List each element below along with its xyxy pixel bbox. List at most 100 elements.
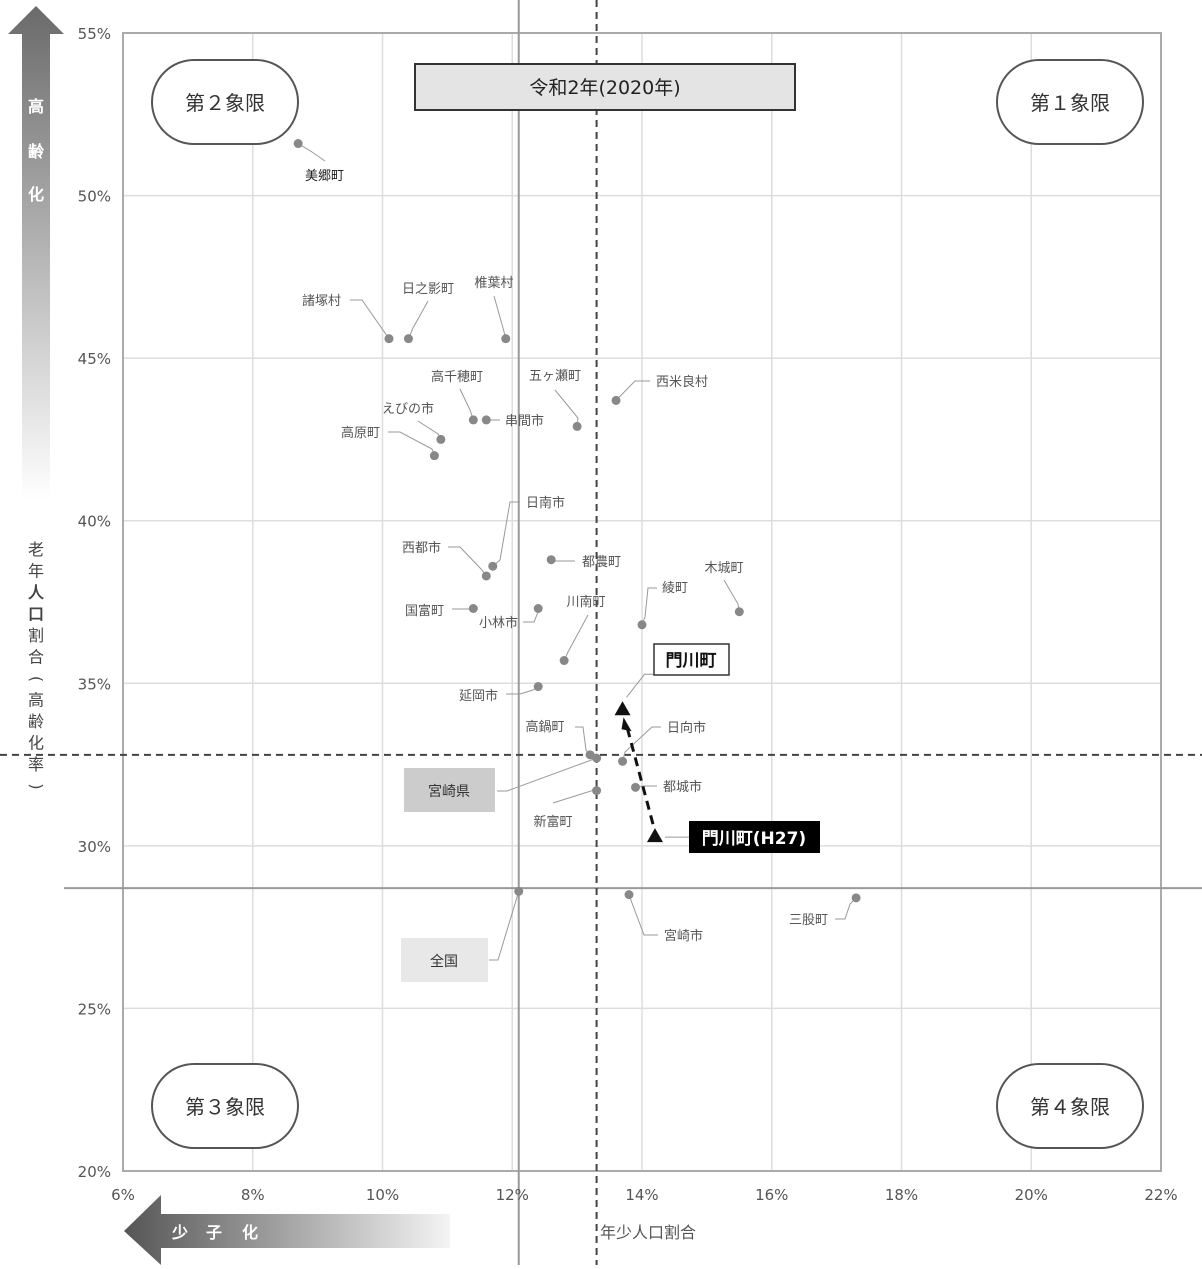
data-label: 新富町 bbox=[533, 814, 572, 830]
data-label: 木城町 bbox=[704, 561, 743, 576]
y-tick-label: 55% bbox=[78, 25, 111, 43]
data-label: 諸塚村 bbox=[302, 293, 341, 309]
x-tick-label: 10% bbox=[366, 1186, 399, 1204]
data-point bbox=[384, 334, 393, 343]
leader-line bbox=[506, 687, 538, 694]
y-tick-label: 50% bbox=[78, 188, 111, 206]
leader-line bbox=[642, 588, 657, 625]
data-label: 西都市 bbox=[402, 540, 441, 556]
data-label: 高鍋町 bbox=[525, 719, 564, 735]
data-label: 宮崎市 bbox=[664, 928, 703, 944]
y-axis-label-char: 率 bbox=[28, 755, 44, 774]
x-tick-label: 12% bbox=[496, 1186, 529, 1204]
data-label: 都城市 bbox=[663, 779, 702, 795]
x-tick-label: 16% bbox=[755, 1186, 788, 1204]
leader-line bbox=[493, 502, 520, 566]
leader-line bbox=[555, 390, 578, 426]
data-label: 西米良村 bbox=[656, 374, 708, 390]
x-tick-label: 6% bbox=[111, 1186, 135, 1204]
aging-arrow-char-1: 高 bbox=[28, 97, 44, 116]
data-point bbox=[482, 571, 491, 580]
y-tick-label: 45% bbox=[78, 350, 111, 368]
quadrant-2-text: 第２象限 bbox=[185, 91, 265, 115]
quadrant-label-1: 第１象限 bbox=[997, 60, 1143, 144]
data-point bbox=[592, 754, 601, 763]
data-label: 国富町 bbox=[405, 603, 444, 619]
data-point bbox=[547, 555, 556, 564]
data-point bbox=[560, 656, 569, 665]
x-tick-label: 20% bbox=[1015, 1186, 1048, 1204]
aging-arrow-char-3: 化 bbox=[28, 185, 44, 204]
leader-line bbox=[724, 580, 739, 612]
data-point bbox=[592, 786, 601, 795]
data-point bbox=[573, 422, 582, 431]
data-label: 綾町 bbox=[662, 580, 688, 596]
leader-line bbox=[408, 301, 428, 339]
data-label: 三股町 bbox=[789, 913, 828, 928]
quadrant-3-text: 第３象限 bbox=[185, 1095, 265, 1119]
leader-line bbox=[448, 547, 486, 576]
y-axis-label-char: 口 bbox=[28, 605, 44, 624]
data-label: 都農町 bbox=[582, 555, 621, 570]
data-label: 川南町 bbox=[566, 594, 605, 610]
data-label: 高千穂町 bbox=[431, 369, 483, 385]
leader-line bbox=[388, 432, 434, 456]
data-point bbox=[404, 334, 413, 343]
data-label: 日之影町 bbox=[402, 282, 454, 297]
data-label: 串間市 bbox=[505, 413, 544, 429]
low-birthrate-arrow-char-3: 化 bbox=[242, 1223, 258, 1242]
data-point bbox=[501, 334, 510, 343]
x-tick-labels: 6%8%10%12%14%16%18%20%22% bbox=[111, 1186, 1178, 1204]
grid-lines bbox=[123, 33, 1161, 1171]
data-point bbox=[625, 890, 634, 899]
y-axis-label-char: 年 bbox=[28, 562, 44, 581]
y-axis-label-char: ) bbox=[27, 783, 46, 789]
data-point bbox=[294, 139, 303, 148]
quadrant-label-4: 第４象限 bbox=[997, 1064, 1143, 1148]
data-point bbox=[638, 620, 647, 629]
quadrant-label-2: 第２象限 bbox=[152, 60, 298, 144]
data-point bbox=[469, 415, 478, 424]
x-axis-label: 年少人口割合 bbox=[600, 1223, 696, 1242]
y-tick-label: 35% bbox=[78, 675, 111, 693]
leader-line bbox=[627, 674, 654, 697]
chart-title-box: 令和2年(2020年) bbox=[415, 64, 795, 110]
y-tick-label: 20% bbox=[78, 1163, 111, 1181]
x-tick-label: 14% bbox=[625, 1186, 658, 1204]
leader-line bbox=[575, 727, 590, 755]
data-point bbox=[618, 757, 627, 766]
data-point bbox=[430, 451, 439, 460]
quadrant-label-3: 第３象限 bbox=[152, 1064, 298, 1148]
leader-line bbox=[460, 389, 473, 420]
data-label: 美郷町 bbox=[305, 169, 344, 184]
aging-arrow-char-2: 齢 bbox=[28, 142, 45, 161]
low-birthrate-arrow-char-1: 少 bbox=[171, 1223, 188, 1242]
data-label-current: 門川町 bbox=[666, 651, 717, 671]
leader-line bbox=[616, 381, 650, 400]
y-axis-label-char: 老 bbox=[28, 540, 44, 559]
quadrant-1-text: 第１象限 bbox=[1030, 91, 1110, 115]
y-axis-label-char: 高 bbox=[28, 691, 44, 710]
data-label: 日向市 bbox=[667, 720, 706, 736]
trend-arrow-head bbox=[622, 717, 632, 731]
low-birthrate-arrow-char-2: 子 bbox=[206, 1223, 222, 1242]
y-tick-labels: 20%25%30%35%40%45%50%55% bbox=[78, 25, 111, 1181]
aging-arrow: 高 齢 化 bbox=[8, 6, 64, 500]
data-point bbox=[436, 435, 445, 444]
data-point bbox=[612, 396, 621, 405]
data-label: えびの市 bbox=[382, 401, 434, 417]
y-tick-label: 25% bbox=[78, 1000, 111, 1018]
data-point bbox=[631, 783, 640, 792]
data-point bbox=[469, 604, 478, 613]
data-label: 高原町 bbox=[341, 425, 380, 441]
y-tick-label: 40% bbox=[78, 513, 111, 531]
y-axis-label-char: ( bbox=[27, 676, 46, 682]
leader-line bbox=[494, 296, 506, 339]
data-label: 椎葉村 bbox=[474, 276, 513, 291]
data-label: 宮崎県 bbox=[428, 784, 470, 800]
trend-arrow-line bbox=[627, 725, 653, 824]
data-label: 日南市 bbox=[526, 495, 565, 511]
